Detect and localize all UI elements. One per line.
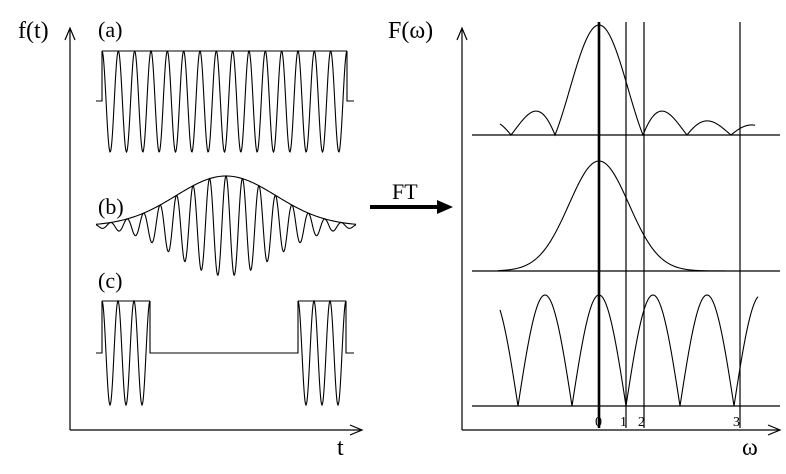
- tick-label-3: 3: [733, 415, 740, 430]
- ft-arrow-label: FT: [392, 179, 418, 204]
- tick-label-0: 0: [595, 415, 602, 430]
- right-y-axis-label: F(ω): [388, 18, 433, 44]
- panel-a-label: (a): [98, 17, 122, 42]
- waveform-a-continuous-wave: [96, 51, 354, 152]
- right-axes: [457, 28, 780, 435]
- right-x-axis-label: ω: [742, 435, 758, 461]
- tick-label-2: 2: [638, 415, 645, 430]
- panel-b-label: (b): [98, 194, 124, 219]
- waveform-c-pulse-train: [96, 301, 354, 405]
- panel-c-label: (c): [98, 268, 122, 293]
- waveform-b-gaussian-pulse: [96, 176, 356, 275]
- waveform-b-envelope: [96, 176, 356, 224]
- ft-arrow-head: [437, 200, 453, 214]
- spectrum-a-sinc: [500, 25, 755, 135]
- left-x-axis-label: t: [337, 435, 344, 461]
- left-y-axis-label: f(t): [18, 18, 49, 44]
- spectrum-c-comb: [500, 295, 758, 406]
- spectrum-b-gaussian: [498, 161, 730, 271]
- tick-label-1: 1: [620, 415, 627, 430]
